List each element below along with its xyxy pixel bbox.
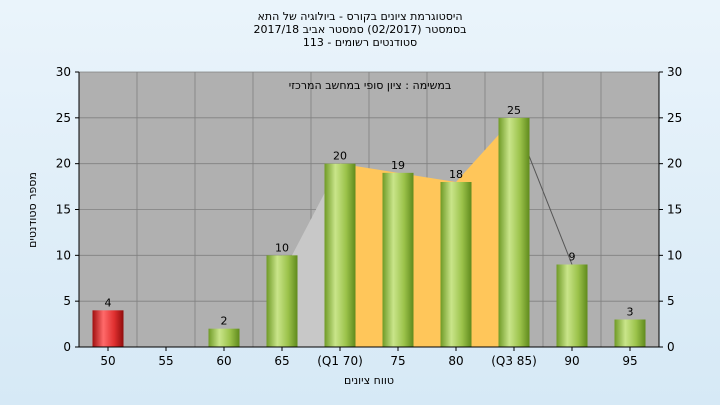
header-course-title: היסטוגרמת ציונים בקורס - ביולוגיה של התא <box>257 10 463 23</box>
bar-90 <box>556 264 588 347</box>
x-tick-label: 75 <box>390 354 405 368</box>
x-tick-label: 50 <box>100 354 115 368</box>
y-tick-label: 10 <box>56 248 71 262</box>
chart-annotation: במשימה : ציון סופי במחשב המרכזי <box>289 79 452 92</box>
x-axis-title: טווח ציונים <box>344 374 394 387</box>
data-label: 9 <box>569 251 576 264</box>
header-semester: בסמסטר (02/2017) סמסטר אביב 2017/18 <box>253 23 467 36</box>
x-tick-label: 90 <box>564 354 579 368</box>
y-tick-label: 30 <box>56 65 71 79</box>
bar-Q170 <box>324 163 356 347</box>
data-label: 3 <box>627 306 634 319</box>
x-tick-label: 80 <box>448 354 463 368</box>
x-tick-label: 95 <box>622 354 637 368</box>
axes-group: 0 5 10 15 20 25 30 0 5 10 15 20 25 30 50 55 60 65 (Q1 70) 7… <box>56 65 683 368</box>
bar-95 <box>614 319 646 347</box>
y-axis-title: מספר סטודנטים <box>26 172 39 248</box>
bar-75 <box>382 172 414 347</box>
y2-tick-label: 10 <box>667 248 682 262</box>
y2-tick-label: 20 <box>667 157 682 171</box>
data-label: 19 <box>391 159 405 172</box>
chart-header: היסטוגרמת ציונים בקורס - ביולוגיה של התא… <box>0 10 720 49</box>
y-tick-label: 5 <box>63 294 71 308</box>
y2-tick-label: 15 <box>667 203 682 217</box>
data-label: 20 <box>333 150 347 163</box>
x-tick-label: 60 <box>216 354 231 368</box>
y2-tick-label: 30 <box>667 65 682 79</box>
y2-tick-label: 5 <box>667 294 675 308</box>
data-label: 2 <box>221 315 228 328</box>
y2-tick-label: 25 <box>667 111 682 125</box>
data-label: 4 <box>105 296 112 309</box>
y2-tick-label: 0 <box>667 340 675 354</box>
data-label: 18 <box>449 168 463 181</box>
y-tick-label: 15 <box>56 203 71 217</box>
data-label: 25 <box>507 104 521 117</box>
bar-Q385 <box>498 117 530 347</box>
bar-65 <box>266 255 298 347</box>
x-tick-label: (Q3 85) <box>491 354 537 368</box>
y-tick-label: 20 <box>56 157 71 171</box>
y-tick-label: 0 <box>63 340 71 354</box>
header-students-count: סטודנטים רשומים - 113 <box>302 36 418 49</box>
data-labels-group: 4 2 10 20 19 18 25 9 3 <box>105 104 634 328</box>
data-label: 10 <box>275 241 289 254</box>
bar-60 <box>208 328 240 347</box>
y-tick-label: 25 <box>56 111 71 125</box>
x-tick-label: 65 <box>274 354 289 368</box>
bars-group <box>92 117 646 347</box>
x-tick-label: (Q1 70) <box>317 354 363 368</box>
bar-80 <box>440 182 472 347</box>
bar-50 <box>92 310 124 347</box>
x-tick-label: 55 <box>158 354 173 368</box>
